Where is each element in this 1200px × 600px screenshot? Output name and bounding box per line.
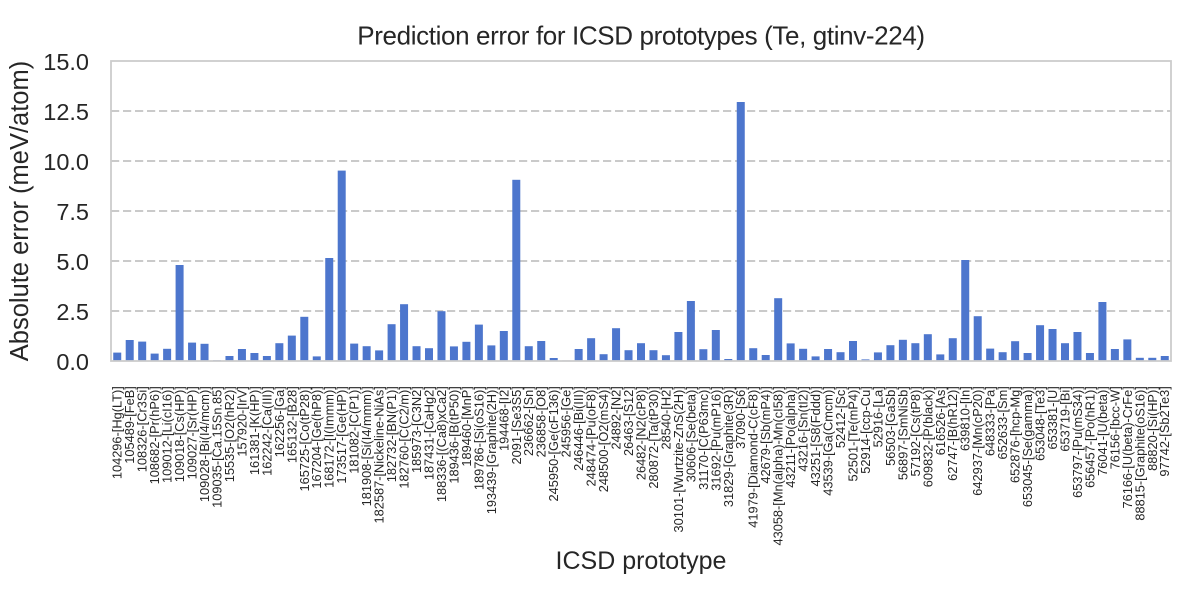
svg-text:168172-[I(Immm)]: 168172-[I(Immm)] xyxy=(322,386,337,488)
svg-text:236858-[O8]: 236858-[O8] xyxy=(534,386,549,457)
svg-text:52501-[Te(mP4)]: 52501-[Te(mP4)] xyxy=(846,386,861,481)
svg-text:245956-[Ge]: 245956-[Ge] xyxy=(559,386,574,457)
svg-text:12.5: 12.5 xyxy=(43,99,89,125)
svg-text:656457-[Po(hR1)]: 656457-[Po(hR1)] xyxy=(1082,386,1097,488)
svg-text:30101-[Wurtzite-ZnS(2H)]: 30101-[Wurtzite-ZnS(2H)] xyxy=(671,386,686,532)
svg-text:108326-[Cr3Si]: 108326-[Cr3Si] xyxy=(135,386,150,472)
svg-text:182732-[BN(P1)]: 182732-[BN(P1)] xyxy=(384,386,399,482)
svg-text:245950-[Ge(cF136)]: 245950-[Ge(cF136)] xyxy=(546,386,561,501)
svg-text:109012-[Li(cI16)]: 109012-[Li(cI16)] xyxy=(160,386,175,483)
svg-text:185973-[C3N2]: 185973-[C3N2] xyxy=(409,386,424,473)
svg-text:57192-[Cs(tP8)]: 57192-[Cs(tP8)] xyxy=(908,386,923,476)
svg-text:Prediction error for ICSD prot: Prediction error for ICSD prototypes (Te… xyxy=(357,21,924,51)
svg-text:653381-[U]: 653381-[U] xyxy=(1045,386,1060,449)
svg-text:157920-[IrV]: 157920-[IrV] xyxy=(234,386,249,456)
svg-text:28540-[H2]: 28540-[H2] xyxy=(658,386,673,449)
svg-text:5.0: 5.0 xyxy=(56,249,89,275)
svg-text:52916-[La]: 52916-[La] xyxy=(870,386,885,447)
svg-text:76166-[U(beta)-CrFe]: 76166-[U(beta)-CrFe] xyxy=(1120,386,1135,508)
svg-text:52914-[ccp-Cu]: 52914-[ccp-Cu] xyxy=(858,386,873,474)
svg-text:37090-[S6]: 37090-[S6] xyxy=(733,386,748,449)
svg-text:76041-[U(beta)]: 76041-[U(beta)] xyxy=(1095,386,1110,476)
svg-text:109027-[Sr(HP)]: 109027-[Sr(HP)] xyxy=(185,386,200,479)
svg-text:2.5: 2.5 xyxy=(56,299,89,325)
svg-text:182587-[Nickeline-NiAs]: 182587-[Nickeline-NiAs] xyxy=(372,386,387,523)
svg-text:56503-[GaSb]: 56503-[GaSb] xyxy=(883,386,898,466)
svg-text:236662-[Sn]: 236662-[Sn] xyxy=(521,386,536,456)
svg-text:24892-[N2]: 24892-[N2] xyxy=(609,386,624,449)
svg-text:653719-[Bi]: 653719-[Bi] xyxy=(1058,386,1073,451)
svg-text:189460-[MnP]: 189460-[MnP] xyxy=(459,386,474,466)
svg-text:105489-[FeB]: 105489-[FeB] xyxy=(122,386,137,464)
svg-text:52412-[Sc]: 52412-[Sc] xyxy=(833,386,848,448)
svg-text:616526-[As]: 616526-[As] xyxy=(933,386,948,455)
svg-text:88815-[Graphite(oS16)]: 88815-[Graphite(oS16)] xyxy=(1132,386,1147,520)
svg-text:10.0: 10.0 xyxy=(43,149,89,175)
svg-text:648333-[Pa]: 648333-[Pa] xyxy=(983,386,998,456)
svg-text:280872-[Ta(tP30)]: 280872-[Ta(tP30)] xyxy=(646,386,661,488)
svg-text:187431-[CaHg2]: 187431-[CaHg2] xyxy=(422,386,437,480)
svg-text:108682-[Pr(hP6)]: 108682-[Pr(hP6)] xyxy=(147,386,162,484)
svg-text:181082-[C(P1)]: 181082-[C(P1)] xyxy=(347,386,362,474)
svg-text:104296-[Hg(LT)]: 104296-[Hg(LT)] xyxy=(110,386,125,479)
svg-text:653797-[Pu(mS34)]: 653797-[Pu(mS34)] xyxy=(1070,386,1085,498)
svg-text:161381-[K(HP)]: 161381-[K(HP)] xyxy=(247,386,262,475)
svg-text:609832-[P(black)]: 609832-[P(black)] xyxy=(920,386,935,487)
svg-text:652633-[Sm]: 652633-[Sm] xyxy=(995,386,1010,459)
svg-text:246446-[Bi(III)]: 246446-[Bi(III)] xyxy=(571,386,586,471)
svg-text:43216-[Sn(tI2)]: 43216-[Sn(tI2)] xyxy=(796,386,811,471)
svg-text:31692-[Pu(mP16)]: 31692-[Pu(mP16)] xyxy=(708,386,723,491)
svg-text:31829-[Graphite(3R)]: 31829-[Graphite(3R)] xyxy=(721,386,736,507)
svg-text:181908-[Si(I4/mmm)]: 181908-[Si(I4/mmm)] xyxy=(359,386,374,506)
svg-text:42679-[Sb(mP4)]: 42679-[Sb(mP4)] xyxy=(758,386,773,483)
svg-text:165725-[Co(tP28)]: 165725-[Co(tP28)] xyxy=(297,386,312,491)
svg-text:639810-[In]: 639810-[In] xyxy=(958,386,973,451)
svg-text:30606-[Se(beta)]: 30606-[Se(beta)] xyxy=(683,386,698,482)
svg-text:41979-[Diamond-C(cF8)]: 41979-[Diamond-C(cF8)] xyxy=(746,386,761,528)
svg-text:182760-[C(C2/m)]: 182760-[C(C2/m)] xyxy=(397,386,412,488)
svg-text:109028-[Bi(I4/mcm)]: 109028-[Bi(I4/mcm)] xyxy=(197,386,212,502)
svg-text:15.0: 15.0 xyxy=(43,49,89,75)
svg-text:7.5: 7.5 xyxy=(56,199,89,225)
svg-text:43539-[Ga(Cmcm)]: 43539-[Ga(Cmcm)] xyxy=(821,386,836,496)
svg-text:109035-[Ca.15Sn.85]: 109035-[Ca.15Sn.85] xyxy=(210,386,225,508)
svg-text:43251-[S8(Fddd)]: 43251-[S8(Fddd)] xyxy=(808,386,823,486)
svg-text:43211-[Po(alpha)]: 43211-[Po(alpha)] xyxy=(783,386,798,488)
svg-text:248500-[O2(mS4)]: 248500-[O2(mS4)] xyxy=(596,386,611,492)
svg-text:31170-[C(P63mc)]: 31170-[C(P63mc)] xyxy=(696,386,711,490)
svg-text:ICSD prototype: ICSD prototype xyxy=(556,547,727,575)
svg-text:173517-[Ge(HP)]: 173517-[Ge(HP)] xyxy=(334,386,349,483)
svg-text:43058-[Mn(alpha)-Mn(cI58)]: 43058-[Mn(alpha)-Mn(cI58)] xyxy=(771,386,786,545)
svg-text:109018-[Cs(HP)]: 109018-[Cs(HP)] xyxy=(172,386,187,482)
svg-text:248474-[Pu(oF8)]: 248474-[Pu(oF8)] xyxy=(584,386,599,486)
svg-text:652876-[hcp-Mg]: 652876-[hcp-Mg] xyxy=(1008,386,1023,483)
svg-text:653048-[Te3]: 653048-[Te3] xyxy=(1033,386,1048,461)
svg-text:97742-[Sb2Te3]: 97742-[Sb2Te3] xyxy=(1157,386,1172,476)
svg-text:2091-[Se3S5]: 2091-[Se3S5] xyxy=(509,386,524,464)
svg-text:188336-[(Ca8)xCa2]: 188336-[(Ca8)xCa2] xyxy=(434,386,449,502)
svg-text:62747-[B(hR12)]: 62747-[B(hR12)] xyxy=(945,386,960,481)
svg-text:642937-[Mn(cP20)]: 642937-[Mn(cP20)] xyxy=(970,386,985,496)
svg-text:162242-[Ca(III)]: 162242-[Ca(III)] xyxy=(259,386,274,476)
svg-text:26463-[S12]: 26463-[S12] xyxy=(621,386,636,456)
svg-text:167204-[Ge(hP8)]: 167204-[Ge(hP8)] xyxy=(309,386,324,488)
svg-text:76156-[bcc-W]: 76156-[bcc-W] xyxy=(1107,386,1122,469)
svg-text:56897-[SmNiSb]: 56897-[SmNiSb] xyxy=(895,386,910,480)
svg-text:0.0: 0.0 xyxy=(56,349,89,375)
svg-text:194468-[I2]: 194468-[I2] xyxy=(496,386,511,451)
svg-text:165132-[B28]: 165132-[B28] xyxy=(284,386,299,463)
svg-text:162256-[Ga]: 162256-[Ga] xyxy=(272,386,287,457)
svg-text:193439-[Graphite(2H)]: 193439-[Graphite(2H)] xyxy=(484,386,499,514)
svg-text:88820-[Si(HP)]: 88820-[Si(HP)] xyxy=(1145,386,1160,471)
svg-text:189436-[B(tP50)]: 189436-[B(tP50)] xyxy=(446,386,461,483)
svg-text:15535-[O2(hR2)]: 15535-[O2(hR2)] xyxy=(222,386,237,482)
svg-text:26482-[N2(cP8)]: 26482-[N2(cP8)] xyxy=(634,386,649,480)
svg-text:653045-[Se(gamma)]: 653045-[Se(gamma)] xyxy=(1020,386,1035,507)
svg-text:Absolute error (meV/atom): Absolute error (meV/atom) xyxy=(6,61,34,361)
svg-text:189786-[Si(oS16)]: 189786-[Si(oS16)] xyxy=(471,386,486,490)
